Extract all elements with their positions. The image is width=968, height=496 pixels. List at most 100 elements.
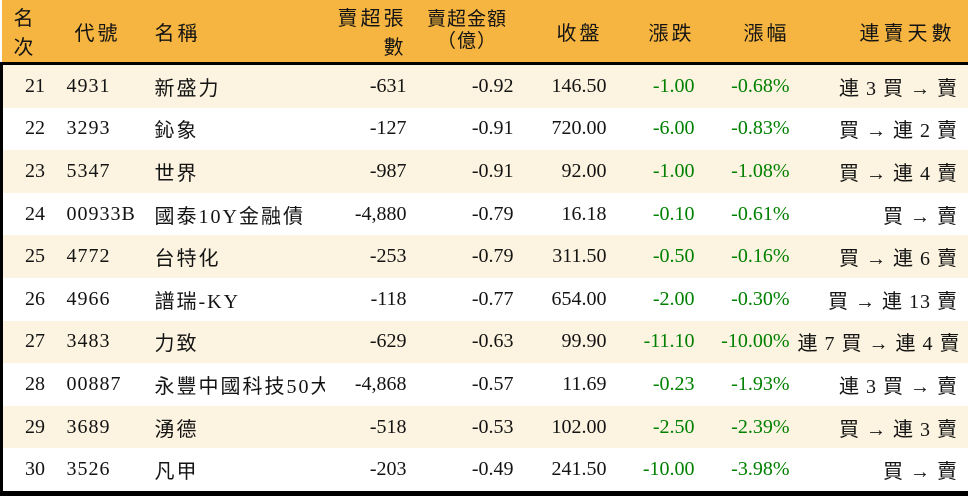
cell-code: 3293: [56, 107, 145, 151]
cell-sell_amount: -0.79: [414, 192, 520, 236]
cell-change_pct: -1.93%: [702, 363, 798, 406]
cell-sell_amount: -0.92: [414, 63, 520, 108]
cell-change: -2.50: [614, 405, 703, 449]
cell-change_pct: -0.83%: [702, 107, 798, 151]
table-row: 30 3526 凡甲 -203 -0.49 241.50 -10.00 -3.98% 買 → 賣: [0, 448, 968, 496]
cell-sell_amount: -0.77: [414, 277, 520, 321]
cell-name: 世界: [144, 150, 325, 193]
cell-name: 譜瑞-KY: [144, 277, 325, 321]
cell-streak: 買 → 賣: [797, 448, 968, 496]
cell-streak: 買 → 賣: [797, 192, 968, 236]
cell-change_pct: -3.98%: [702, 448, 798, 496]
cell-rank: 23: [0, 150, 57, 193]
table-row: 29 3689 湧德 -518 -0.53 102.00 -2.50 -2.39% 買 → 連 …: [0, 405, 968, 449]
cell-name: 永豐中國科技50大: [144, 363, 325, 406]
cell-close: 241.50: [519, 448, 615, 496]
cell-name: 鈊象: [144, 107, 325, 151]
table-row: 28 00887 永豐中國科技50大 -4,868 -0.57 11.69 -0.23 -1.…: [0, 363, 968, 406]
cell-rank: 26: [0, 277, 57, 321]
cell-change_pct: -0.68%: [702, 63, 798, 108]
cell-sell_amount: -0.91: [414, 107, 520, 151]
cell-code: 3689: [56, 405, 145, 449]
cell-close: 16.18: [519, 192, 615, 236]
header-name: 名稱: [144, 0, 325, 65]
cell-change_pct: -1.08%: [702, 150, 798, 193]
header-sell-amount-line1: 賣超金額: [426, 9, 507, 31]
header-sell-amount: 賣超金額 （億）: [414, 0, 520, 65]
cell-code: 3483: [56, 320, 145, 364]
cell-close: 720.00: [519, 107, 615, 151]
cell-name: 台特化: [144, 235, 325, 278]
cell-sell_shares: -127: [324, 107, 415, 151]
cell-streak: 連 3 買 → 賣: [797, 363, 968, 406]
table-body: 21 4931 新盛力 -631 -0.92 146.50 -1.00 -0.68% 連 3 買…: [0, 63, 968, 496]
header-streak: 連賣天數: [797, 0, 968, 65]
cell-change_pct: -0.61%: [702, 192, 798, 236]
cell-change: -1.00: [614, 63, 703, 108]
cell-name: 力致: [144, 320, 325, 364]
cell-rank: 30: [0, 448, 57, 496]
cell-sell_shares: -118: [324, 277, 415, 321]
cell-code: 3526: [56, 448, 145, 496]
cell-code: 4772: [56, 235, 145, 278]
cell-code: 00887: [56, 363, 145, 406]
cell-streak: 買 → 連 6 賣: [797, 235, 968, 278]
cell-rank: 28: [0, 363, 57, 406]
cell-change_pct: -2.39%: [702, 405, 798, 449]
cell-sell_amount: -0.53: [414, 405, 520, 449]
cell-sell_shares: -4,880: [324, 192, 415, 236]
cell-close: 99.90: [519, 320, 615, 364]
cell-streak: 買 → 連 4 賣: [797, 150, 968, 193]
cell-change_pct: -0.30%: [702, 277, 798, 321]
cell-streak: 買 → 連 13 賣: [797, 277, 968, 321]
cell-close: 92.00: [519, 150, 615, 193]
cell-streak: 連 7 買 → 連 4 賣: [797, 320, 968, 364]
cell-sell_shares: -518: [324, 405, 415, 449]
cell-sell_shares: -987: [324, 150, 415, 193]
table-row: 23 5347 世界 -987 -0.91 92.00 -1.00 -1.08% 買 → 連 4…: [0, 150, 968, 193]
cell-close: 102.00: [519, 405, 615, 449]
cell-sell_amount: -0.91: [414, 150, 520, 193]
cell-sell_shares: -629: [324, 320, 415, 364]
cell-change: -2.00: [614, 277, 703, 321]
cell-name: 國泰10Y金融債: [144, 192, 325, 236]
cell-rank: 21: [0, 63, 57, 108]
cell-change_pct: -0.16%: [702, 235, 798, 278]
cell-change: -0.50: [614, 235, 703, 278]
cell-rank: 25: [0, 235, 57, 278]
cell-sell_shares: -4,868: [324, 363, 415, 406]
header-sell-shares: 賣超張數: [324, 0, 415, 65]
cell-rank: 27: [0, 320, 57, 364]
cell-name: 凡甲: [144, 448, 325, 496]
header-row: 名次 代號 名稱 賣超張數 賣超金額 （億） 收盤 漲跌 漲幅 連賣天數: [1, 0, 968, 65]
cell-rank: 22: [0, 107, 57, 151]
cell-streak: 連 3 買 → 賣: [797, 63, 968, 108]
cell-streak: 買 → 連 2 賣: [797, 107, 968, 151]
header-close: 收盤: [519, 0, 615, 65]
cell-sell_amount: -0.63: [414, 320, 520, 364]
cell-change: -1.00: [614, 150, 703, 193]
cell-sell_amount: -0.57: [414, 363, 520, 406]
cell-close: 654.00: [519, 277, 615, 321]
table-header: 名次 代號 名稱 賣超張數 賣超金額 （億） 收盤 漲跌 漲幅 連賣天數: [1, 0, 968, 65]
cell-change: -0.10: [614, 192, 703, 236]
cell-close: 146.50: [519, 63, 615, 108]
cell-change: -6.00: [614, 107, 703, 151]
cell-code: 5347: [56, 150, 145, 193]
table-row: 25 4772 台特化 -253 -0.79 311.50 -0.50 -0.16% 買 → 連…: [0, 235, 968, 278]
header-rank: 名次: [1, 0, 57, 65]
cell-sell_shares: -203: [324, 448, 415, 496]
cell-rank: 24: [0, 192, 57, 236]
cell-sell_shares: -631: [324, 63, 415, 108]
table-row: 24 00933B 國泰10Y金融債 -4,880 -0.79 16.18 -0.10 -0.…: [0, 192, 968, 236]
cell-change: -11.10: [614, 320, 703, 364]
cell-name: 湧德: [144, 405, 325, 449]
cell-change_pct: -10.00%: [702, 320, 798, 364]
table-row: 22 3293 鈊象 -127 -0.91 720.00 -6.00 -0.83% 買 → 連 …: [0, 107, 968, 151]
header-change-pct: 漲幅: [702, 0, 798, 65]
cell-code: 4966: [56, 277, 145, 321]
cell-close: 11.69: [519, 363, 615, 406]
header-sell-amount-line2: （億）: [436, 31, 497, 52]
